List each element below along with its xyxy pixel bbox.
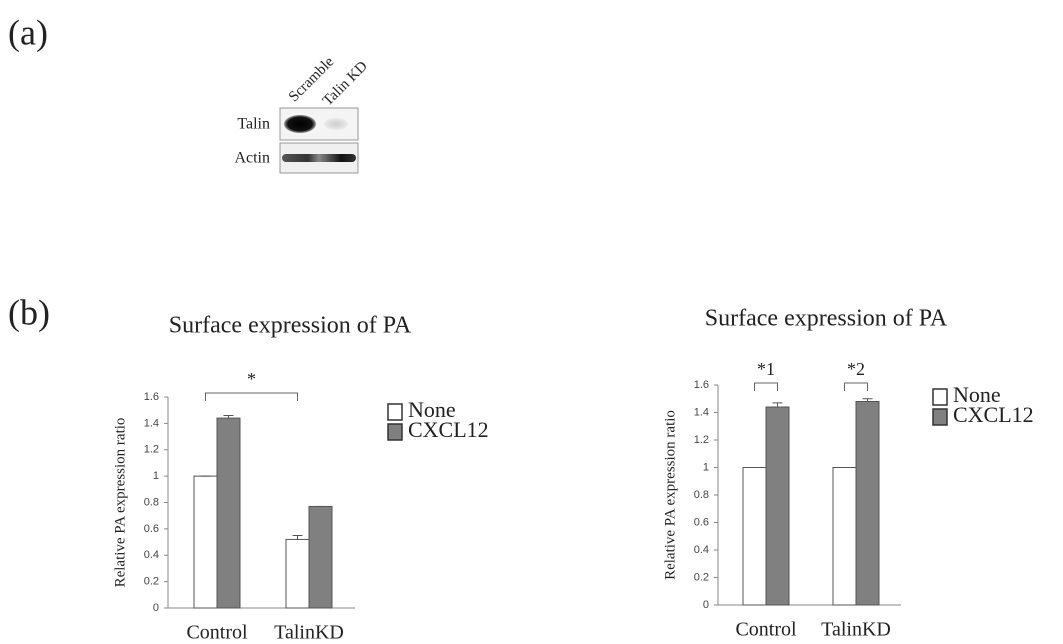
y-tick-label: 1 [703,461,709,473]
legend-swatch [933,409,947,425]
y-tick-label: 0.2 [694,571,709,583]
y-tick-label: 0.4 [144,549,159,561]
y-tick-label: 1 [153,470,159,482]
x-tick-label: TalinKD [821,619,891,641]
y-tick-label: 0.6 [694,516,709,528]
y-tick-label: 0.4 [694,544,709,556]
error-bar [293,535,303,539]
legend-swatch [933,389,947,405]
y-tick-label: 0.8 [694,489,709,501]
blot-band [284,115,316,133]
row-label: Talin [237,116,270,133]
y-axis-label: Relative PA expression ratio [112,418,128,588]
bar [833,468,856,606]
y-tick-label: 0.8 [144,496,159,508]
bar [766,407,789,605]
y-tick-label: 1.4 [694,406,709,418]
y-tick-label: 1.6 [144,391,159,403]
bar [309,506,332,608]
blot-band [282,154,356,162]
y-tick-label: 0 [703,599,709,611]
y-tick-label: 0.6 [144,523,159,535]
y-tick-label: 1.6 [694,379,709,391]
y-tick-label: 0 [153,602,159,614]
annotation: *2 [847,359,865,379]
panel-label: (b) [8,292,50,332]
legend-swatch [388,404,402,420]
annotation: *1 [757,359,775,379]
bar [856,402,879,606]
error-bar [773,403,783,407]
legend-label: CXCL12 [953,402,1034,427]
bracket [206,393,298,401]
bar [217,418,240,608]
bar [194,476,217,608]
bar [743,468,766,606]
x-tick-label: Control [186,622,248,644]
row-label: Actin [234,150,270,167]
y-tick-label: 1.4 [144,417,159,429]
panel-label: (a) [8,12,48,52]
legend-swatch [388,424,402,440]
blot-band [324,118,348,130]
y-tick-label: 0.2 [144,576,159,588]
bar [286,539,309,608]
chart-title: Surface expression of PA [169,313,412,339]
chart-title: Surface expression of PA [705,306,948,332]
figure: (a) (b) Scramble Talin KD Talin Actin Su… [0,0,1063,644]
x-tick-label: Control [735,619,797,641]
y-axis-label: Relative PA expression ratio [662,410,678,580]
bracket [755,383,778,391]
y-tick-label: 1.2 [694,434,709,446]
legend-label: CXCL12 [408,417,489,442]
annotation: * [247,369,256,389]
bracket [845,383,868,391]
y-tick-label: 1.2 [144,444,159,456]
x-tick-label: TalinKD [274,622,344,644]
